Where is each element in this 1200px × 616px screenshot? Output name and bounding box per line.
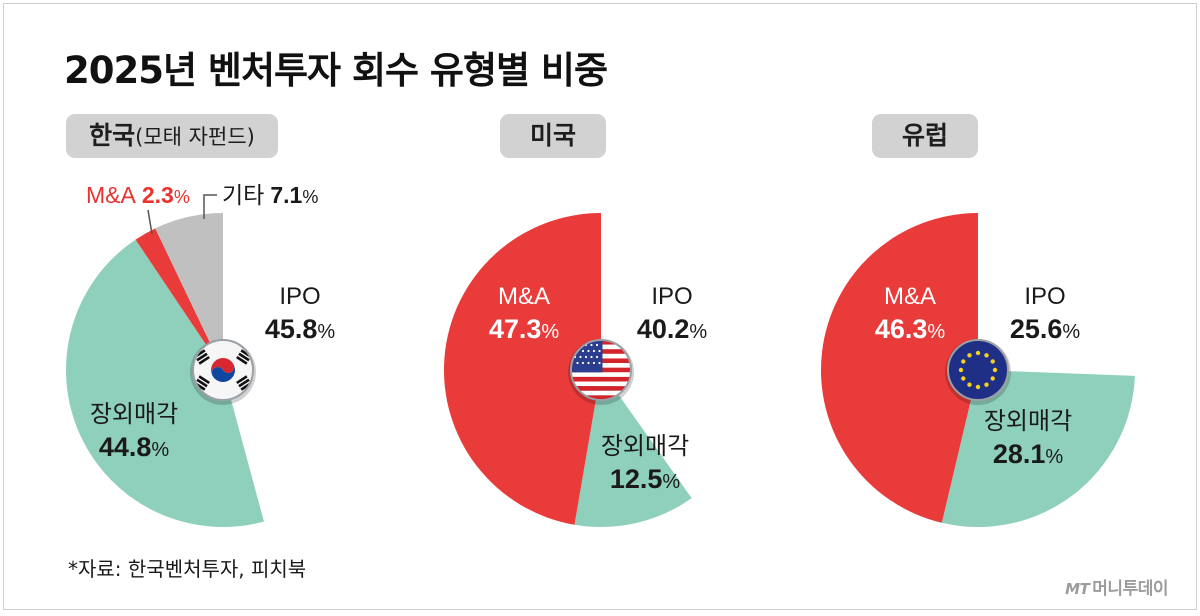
svg-text:IPO: IPO <box>651 283 692 310</box>
slice-name: IPO <box>651 283 692 310</box>
pie-slice-otc-sale <box>941 370 1135 528</box>
pie-slice-mna <box>443 213 601 525</box>
page-title: 2025년 벤처투자 회수 유형별 비중 <box>64 49 608 92</box>
region-name: 한국 <box>89 121 136 150</box>
slice-name: M&A <box>498 283 550 310</box>
svg-text:12.5%: 12.5% <box>610 464 681 494</box>
percent-sign: % <box>662 471 680 493</box>
slice-name: IPO <box>1024 283 1065 310</box>
pie-chart-1: IPO 40.2% M&A 47.3% 장외매각 12.5% <box>443 212 759 528</box>
region-note: (모태 자펀드) <box>135 125 255 149</box>
percent-sign: % <box>302 187 318 207</box>
svg-text:장외매각: 장외매각 <box>984 408 1072 435</box>
svg-text:M&A2.3%: M&A 2.3% <box>86 182 190 208</box>
pie-slice-mna <box>820 213 978 523</box>
svg-text:M&A: M&A <box>498 283 550 310</box>
slice-name: 장외매각 <box>601 433 689 460</box>
slice-name: M&A <box>884 283 936 310</box>
pie-slice-ipo <box>978 213 1136 376</box>
slice-value: 28.1 <box>993 439 1046 469</box>
percent-sign: % <box>151 439 169 461</box>
svg-text:IPO: IPO <box>279 283 320 310</box>
pie-slice-otc-sale <box>66 239 264 527</box>
slice-value: 40.2 <box>637 314 690 344</box>
percent-sign: % <box>927 321 945 343</box>
pie-slice-mna <box>135 228 223 370</box>
pie-slice-otc-sale <box>574 370 692 528</box>
svg-text:M&A: M&A <box>884 283 936 310</box>
pie-chart-2: IPO 25.6% M&A 46.3% 장외매각 28.1% <box>820 213 1136 528</box>
svg-text:40.2%: 40.2% <box>637 314 708 344</box>
slice-value: 7.1 <box>270 182 302 208</box>
region-label-usa: 미국 <box>500 114 606 158</box>
pie-slice-ipo <box>601 212 759 499</box>
pie-slice-other <box>155 213 223 370</box>
region-name: 유럽 <box>901 121 948 150</box>
slice-value: 45.8 <box>265 314 318 344</box>
slice-name: IPO <box>279 283 320 310</box>
leader-line <box>147 209 153 235</box>
slice-name: 장외매각 <box>90 401 178 428</box>
svg-text:기타7.1%: 기타 7.1% <box>222 182 318 208</box>
infographic: 2025년 벤처투자 회수 유형별 비중 한국(모태 자펀드) 미국 유럽 IP… <box>3 3 1197 610</box>
svg-text:44.8%: 44.8% <box>99 432 170 462</box>
eu-flag-icon <box>945 339 1011 405</box>
slice-value: 2.3 <box>142 182 174 208</box>
percent-sign: % <box>174 187 190 207</box>
svg-text:47.3%: 47.3% <box>489 314 560 344</box>
percent-sign: % <box>689 321 707 343</box>
svg-text:46.3%: 46.3% <box>875 314 946 344</box>
percent-sign: % <box>317 321 335 343</box>
svg-text:25.6%: 25.6% <box>1010 314 1081 344</box>
slice-value: 47.3 <box>489 314 542 344</box>
leader-line <box>203 194 217 219</box>
usa-flag-icon <box>568 339 634 405</box>
slice-name: 기타 <box>222 182 264 208</box>
region-label-europe: 유럽 <box>872 114 978 158</box>
logo-mark: MT <box>1065 580 1090 598</box>
percent-sign: % <box>1045 446 1063 468</box>
slice-name: 장외매각 <box>984 408 1072 435</box>
slice-name: M&A <box>86 182 137 208</box>
svg-text:45.8%: 45.8% <box>265 314 336 344</box>
region-label-korea: 한국(모태 자펀드) <box>66 114 278 158</box>
slice-value: 46.3 <box>875 314 928 344</box>
percent-sign: % <box>1062 321 1080 343</box>
region-name: 미국 <box>529 121 576 150</box>
svg-text:28.1%: 28.1% <box>993 439 1064 469</box>
publisher-logo: MT 머니투데이 <box>1065 574 1168 599</box>
pie-slice-ipo <box>223 213 380 522</box>
korea-flag-icon <box>190 339 256 405</box>
logo-name: 머니투데이 <box>1092 579 1168 599</box>
svg-text:IPO: IPO <box>1024 283 1065 310</box>
slice-value: 25.6 <box>1010 314 1063 344</box>
slice-value: 44.8 <box>99 432 152 462</box>
svg-text:장외매각: 장외매각 <box>601 433 689 460</box>
percent-sign: % <box>541 321 559 343</box>
slice-value: 12.5 <box>610 464 663 494</box>
svg-text:장외매각: 장외매각 <box>90 401 178 428</box>
source-note: *자료: 한국벤처투자, 피치북 <box>68 557 307 581</box>
